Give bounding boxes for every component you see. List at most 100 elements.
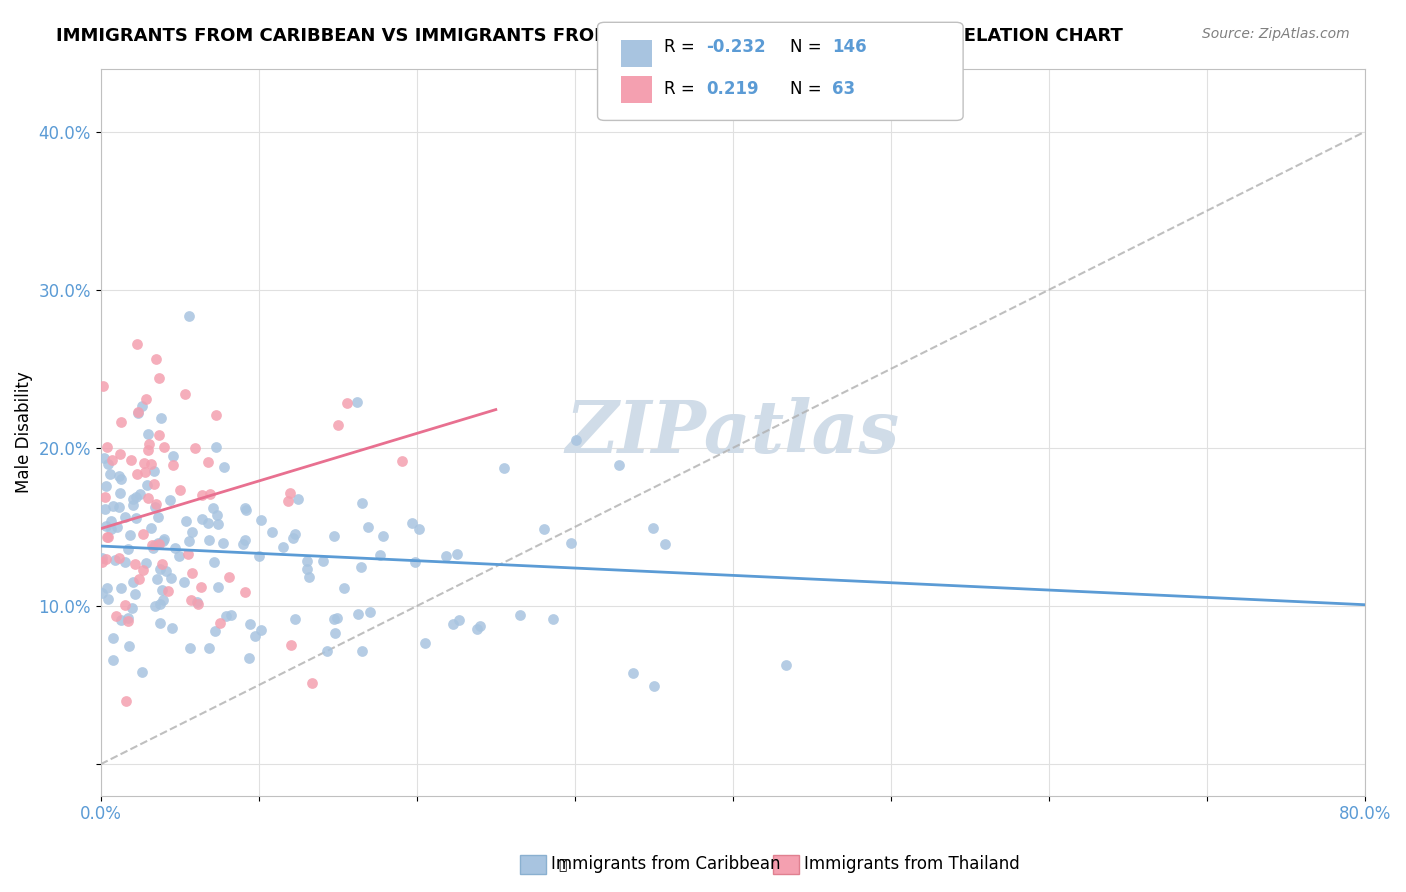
Point xyxy=(214,459,236,474)
Point xyxy=(120,528,142,542)
Point xyxy=(297,554,319,568)
Point xyxy=(643,679,665,693)
Point xyxy=(145,498,167,512)
Point xyxy=(152,583,174,598)
Point xyxy=(160,571,183,585)
Point xyxy=(641,521,664,535)
Point xyxy=(148,536,170,550)
Point xyxy=(249,513,271,527)
Point xyxy=(117,639,139,653)
Point xyxy=(148,428,170,442)
Point xyxy=(143,500,166,514)
Point xyxy=(108,447,131,461)
Point xyxy=(149,597,172,611)
Point xyxy=(108,500,131,514)
Point xyxy=(110,416,132,430)
Text: 63: 63 xyxy=(832,80,855,98)
Point xyxy=(232,537,254,551)
Point xyxy=(100,522,122,536)
Point xyxy=(209,615,232,630)
Point xyxy=(136,426,159,441)
Point xyxy=(163,541,186,555)
Text: 146: 146 xyxy=(832,38,868,56)
Point xyxy=(142,464,165,478)
Point xyxy=(94,478,117,492)
Point xyxy=(212,535,235,549)
Point xyxy=(124,557,146,571)
Point xyxy=(91,555,114,569)
Point xyxy=(117,614,139,628)
Point xyxy=(560,536,582,550)
Point xyxy=(169,483,191,498)
Text: N =: N = xyxy=(790,80,821,98)
Point xyxy=(105,520,128,534)
Point xyxy=(177,534,200,549)
Point xyxy=(152,533,174,548)
Point xyxy=(153,533,176,547)
Point xyxy=(204,624,226,638)
Point xyxy=(333,581,356,595)
Point xyxy=(143,538,166,552)
Point xyxy=(96,551,118,566)
Point xyxy=(326,418,349,433)
Point xyxy=(347,607,370,621)
Text: -0.232: -0.232 xyxy=(706,38,765,56)
Point xyxy=(295,562,318,576)
Point xyxy=(465,622,488,636)
Point xyxy=(207,516,229,531)
Point xyxy=(446,547,468,561)
Point xyxy=(96,581,118,595)
Point xyxy=(160,622,183,636)
Point xyxy=(97,530,120,544)
Text: ZIPatlas: ZIPatlas xyxy=(565,397,900,467)
Point xyxy=(155,564,177,578)
Text: R =: R = xyxy=(664,80,695,98)
Point xyxy=(146,536,169,550)
Point xyxy=(132,563,155,577)
Point xyxy=(239,617,262,632)
Point xyxy=(278,485,301,500)
Point xyxy=(202,555,225,569)
Point xyxy=(149,615,172,630)
Point xyxy=(315,644,337,658)
Point xyxy=(207,580,229,594)
Point xyxy=(114,510,136,524)
Point xyxy=(391,454,413,468)
Point xyxy=(197,533,219,548)
Point xyxy=(134,456,156,470)
Point xyxy=(281,531,304,545)
Point xyxy=(142,541,165,556)
Point xyxy=(173,574,195,589)
Point xyxy=(91,379,114,393)
Point xyxy=(219,607,242,622)
Point xyxy=(125,490,148,504)
Point xyxy=(190,512,212,526)
Point xyxy=(156,583,179,598)
Point xyxy=(233,533,256,547)
Point xyxy=(110,472,132,486)
Point xyxy=(179,641,201,656)
Point xyxy=(135,392,157,407)
Point xyxy=(148,510,170,524)
Point xyxy=(197,516,219,530)
Text: R =: R = xyxy=(664,38,695,56)
Point xyxy=(284,612,307,626)
Point xyxy=(191,488,214,502)
Point xyxy=(114,599,136,613)
Point xyxy=(108,551,131,566)
Point xyxy=(434,549,457,564)
Point xyxy=(127,404,149,418)
Point xyxy=(145,351,167,366)
Point xyxy=(91,550,114,565)
Point xyxy=(152,440,174,454)
Text: Source: ZipAtlas.com: Source: ZipAtlas.com xyxy=(1202,27,1350,41)
Point xyxy=(135,556,157,570)
Point xyxy=(108,468,131,483)
Point xyxy=(233,500,256,515)
Point xyxy=(117,541,139,556)
Point xyxy=(447,613,470,627)
Point xyxy=(96,519,118,533)
Point xyxy=(243,629,266,643)
Point xyxy=(197,455,219,469)
Point xyxy=(322,612,344,626)
